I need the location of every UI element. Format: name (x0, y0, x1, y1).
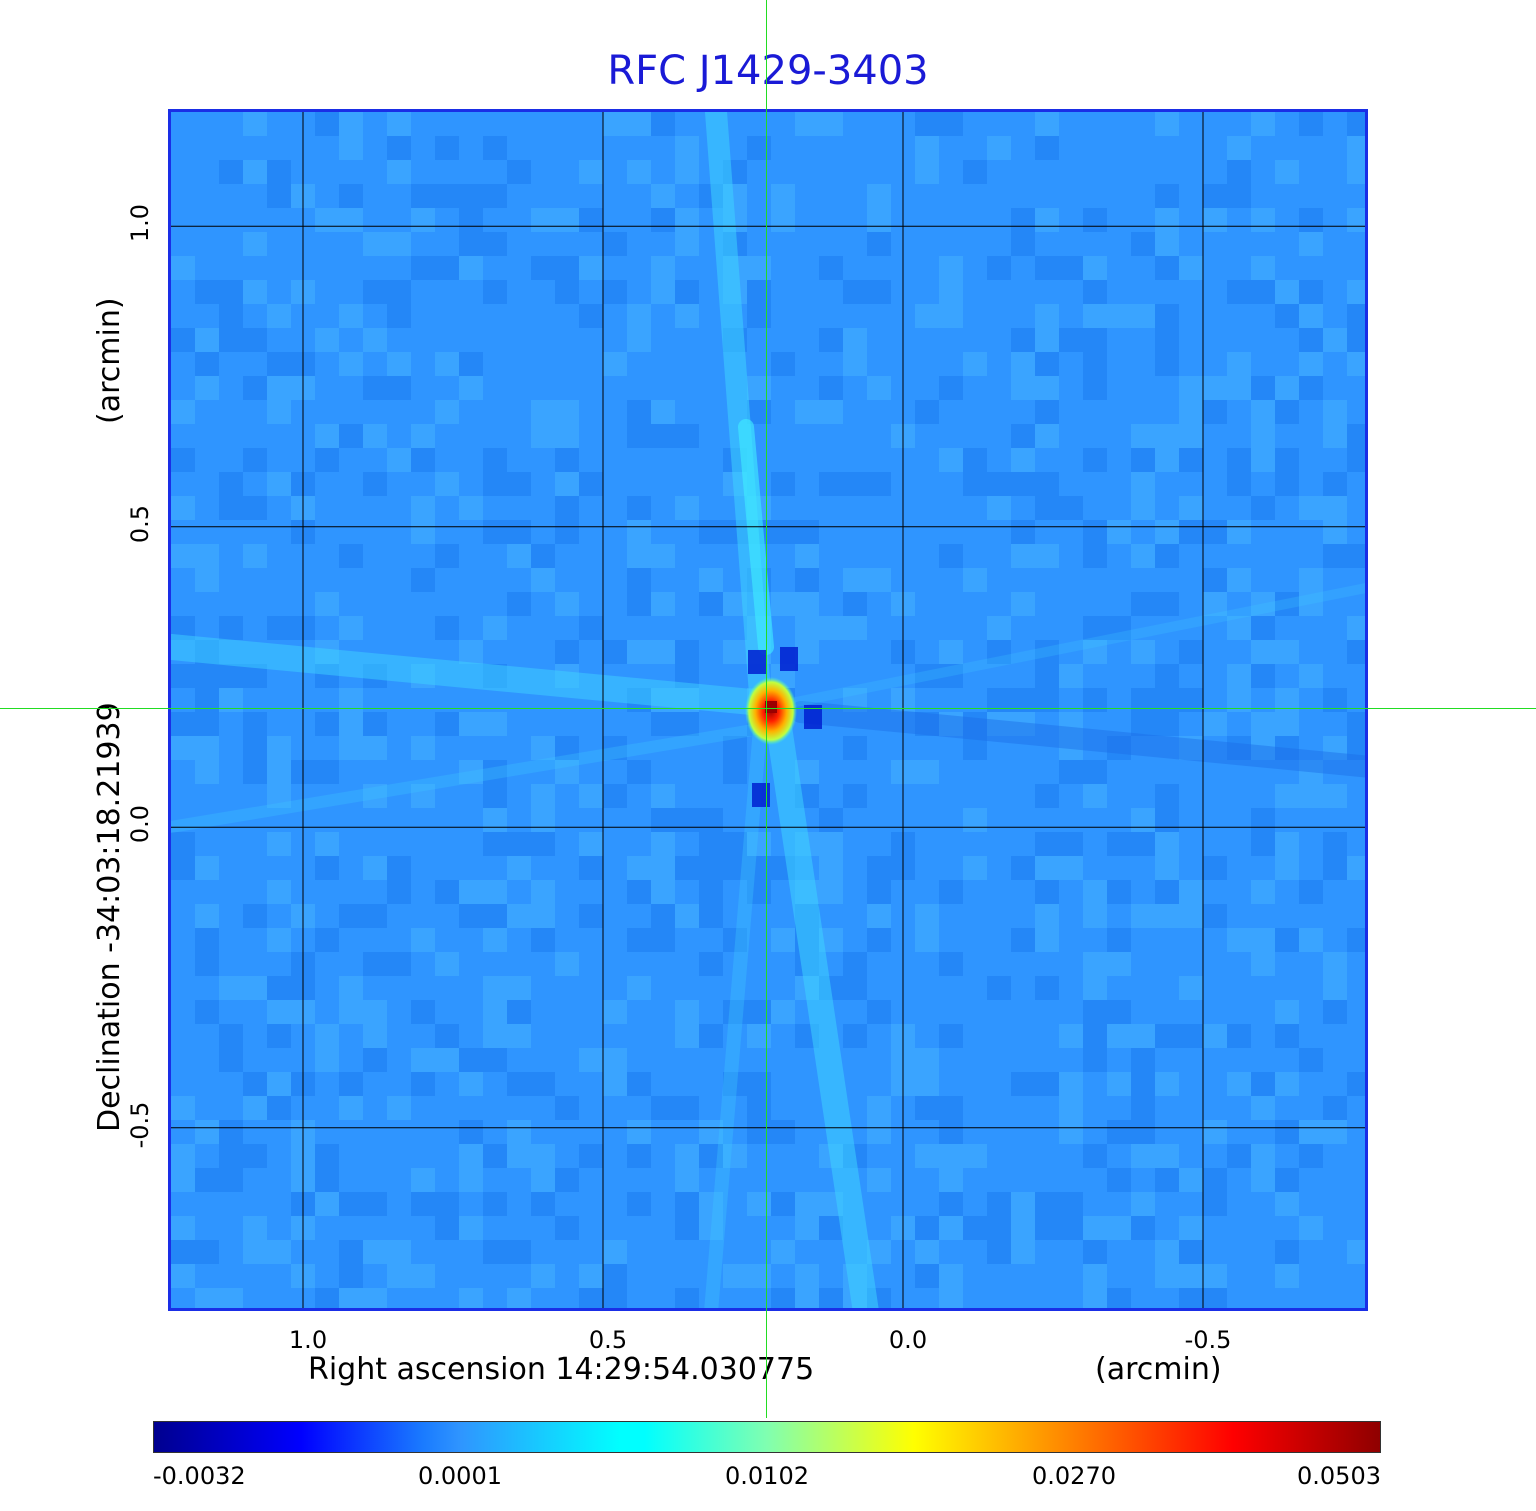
x-tick-label: 1.0 (288, 1326, 328, 1354)
colorbar-tick-label: 0.0503 (1297, 1462, 1381, 1490)
colorbar-tick-label: 0.0001 (418, 1462, 502, 1490)
heatmap-svg (171, 112, 1365, 1308)
colorbar-tick-label: -0.0032 (153, 1462, 246, 1490)
x-axis-unit: (arcmin) (1095, 1352, 1222, 1387)
x-axis-label: Right ascension 14:29:54.030775 (308, 1352, 815, 1387)
colorbar (153, 1421, 1381, 1453)
y-axis-label: Declination -34:03:18.21939 (92, 702, 127, 1132)
sidelobe-streaks (171, 112, 1365, 1308)
grid-lines (171, 112, 1365, 1308)
y-tick-label: 0.0 (126, 805, 154, 844)
y-tick-label: -0.5 (126, 1101, 154, 1149)
x-tick-label: 0.5 (588, 1326, 628, 1354)
x-tick-label: -0.5 (1184, 1326, 1232, 1354)
crosshair-horizontal (0, 708, 1536, 709)
y-axis-unit: (arcmin) (92, 297, 127, 424)
image-plot-area[interactable] (168, 109, 1368, 1311)
source-peak (745, 646, 822, 807)
colorbar-tick-label: 0.0102 (725, 1462, 809, 1490)
crosshair-vertical (766, 0, 767, 1418)
chart-title: RFC J1429-3403 (607, 48, 929, 94)
colorbar-tick-label: 0.0270 (1032, 1462, 1116, 1490)
y-tick-label: 0.5 (126, 504, 154, 543)
y-tick-label: 1.0 (126, 204, 154, 243)
x-tick-label: 0.0 (888, 1326, 928, 1354)
